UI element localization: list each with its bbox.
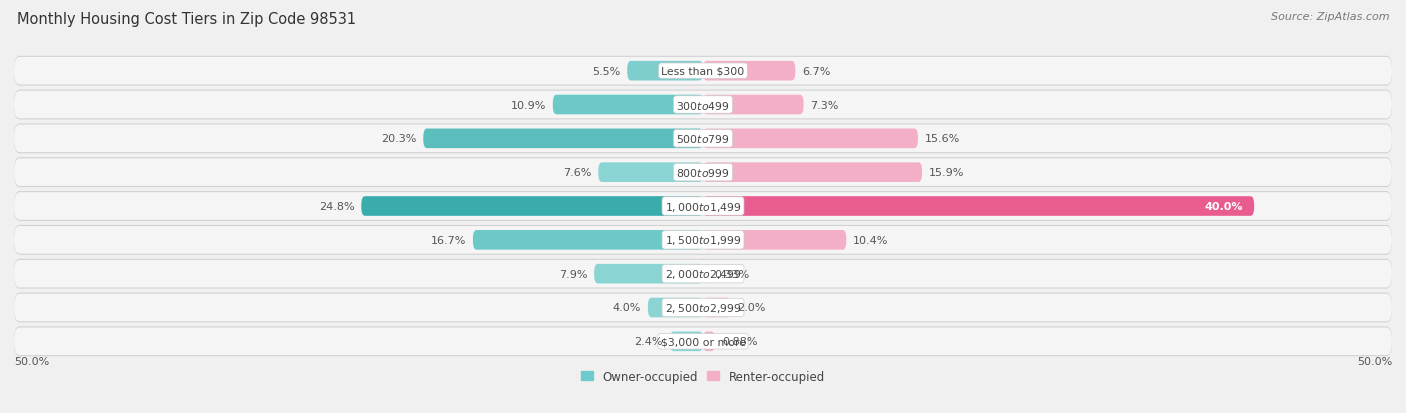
Text: $3,000 or more: $3,000 or more: [661, 337, 745, 347]
Text: 7.3%: 7.3%: [810, 100, 839, 110]
FancyBboxPatch shape: [595, 264, 703, 284]
FancyBboxPatch shape: [14, 124, 1392, 154]
FancyBboxPatch shape: [648, 298, 703, 318]
Text: 4.0%: 4.0%: [613, 303, 641, 313]
FancyBboxPatch shape: [14, 259, 1392, 289]
FancyBboxPatch shape: [627, 62, 703, 81]
Text: 2.4%: 2.4%: [634, 337, 664, 347]
Text: 15.9%: 15.9%: [929, 168, 965, 178]
Text: 15.6%: 15.6%: [925, 134, 960, 144]
FancyBboxPatch shape: [703, 230, 846, 250]
Text: $800 to $999: $800 to $999: [676, 167, 730, 179]
FancyBboxPatch shape: [553, 95, 703, 115]
FancyBboxPatch shape: [703, 129, 918, 149]
FancyBboxPatch shape: [703, 332, 716, 351]
FancyBboxPatch shape: [14, 91, 1392, 119]
Text: $500 to $799: $500 to $799: [676, 133, 730, 145]
FancyBboxPatch shape: [703, 264, 707, 284]
FancyBboxPatch shape: [14, 192, 1392, 221]
Legend: Owner-occupied, Renter-occupied: Owner-occupied, Renter-occupied: [581, 370, 825, 383]
FancyBboxPatch shape: [14, 328, 1392, 355]
FancyBboxPatch shape: [423, 129, 703, 149]
Text: 2.0%: 2.0%: [738, 303, 766, 313]
Text: 0.33%: 0.33%: [714, 269, 749, 279]
Text: 6.7%: 6.7%: [803, 66, 831, 76]
Text: 10.9%: 10.9%: [510, 100, 546, 110]
Text: 0.88%: 0.88%: [723, 337, 758, 347]
FancyBboxPatch shape: [669, 332, 703, 351]
FancyBboxPatch shape: [14, 158, 1392, 188]
Text: 50.0%: 50.0%: [14, 356, 49, 366]
Text: 10.4%: 10.4%: [853, 235, 889, 245]
Text: Source: ZipAtlas.com: Source: ZipAtlas.com: [1271, 12, 1389, 22]
Text: 40.0%: 40.0%: [1205, 202, 1243, 211]
FancyBboxPatch shape: [703, 163, 922, 183]
FancyBboxPatch shape: [361, 197, 703, 216]
Text: 16.7%: 16.7%: [430, 235, 465, 245]
Text: $2,000 to $2,499: $2,000 to $2,499: [665, 268, 741, 280]
FancyBboxPatch shape: [14, 193, 1392, 220]
Text: 7.6%: 7.6%: [562, 168, 592, 178]
FancyBboxPatch shape: [14, 125, 1392, 153]
Text: Monthly Housing Cost Tiers in Zip Code 98531: Monthly Housing Cost Tiers in Zip Code 9…: [17, 12, 356, 27]
FancyBboxPatch shape: [472, 230, 703, 250]
Text: Less than $300: Less than $300: [661, 66, 745, 76]
FancyBboxPatch shape: [14, 57, 1392, 86]
Text: $300 to $499: $300 to $499: [676, 99, 730, 111]
FancyBboxPatch shape: [599, 163, 703, 183]
Text: 5.5%: 5.5%: [592, 66, 620, 76]
FancyBboxPatch shape: [14, 159, 1392, 187]
FancyBboxPatch shape: [14, 90, 1392, 120]
FancyBboxPatch shape: [703, 298, 731, 318]
FancyBboxPatch shape: [703, 95, 804, 115]
Text: $1,500 to $1,999: $1,500 to $1,999: [665, 234, 741, 247]
FancyBboxPatch shape: [14, 225, 1392, 255]
FancyBboxPatch shape: [14, 260, 1392, 288]
FancyBboxPatch shape: [14, 226, 1392, 254]
Text: 50.0%: 50.0%: [1357, 356, 1392, 366]
FancyBboxPatch shape: [703, 197, 1254, 216]
Text: 7.9%: 7.9%: [558, 269, 588, 279]
FancyBboxPatch shape: [703, 62, 796, 81]
Text: 24.8%: 24.8%: [319, 202, 354, 211]
FancyBboxPatch shape: [14, 294, 1392, 322]
FancyBboxPatch shape: [14, 327, 1392, 356]
FancyBboxPatch shape: [14, 293, 1392, 323]
Text: 20.3%: 20.3%: [381, 134, 416, 144]
Text: $1,000 to $1,499: $1,000 to $1,499: [665, 200, 741, 213]
Text: $2,500 to $2,999: $2,500 to $2,999: [665, 301, 741, 314]
FancyBboxPatch shape: [14, 58, 1392, 85]
